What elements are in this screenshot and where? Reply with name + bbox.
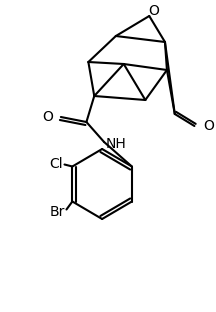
Text: O: O (203, 119, 214, 133)
Text: O: O (149, 4, 160, 18)
Text: NH: NH (106, 137, 127, 151)
Text: O: O (42, 110, 53, 124)
Text: Br: Br (49, 204, 65, 218)
Text: Cl: Cl (49, 158, 63, 172)
